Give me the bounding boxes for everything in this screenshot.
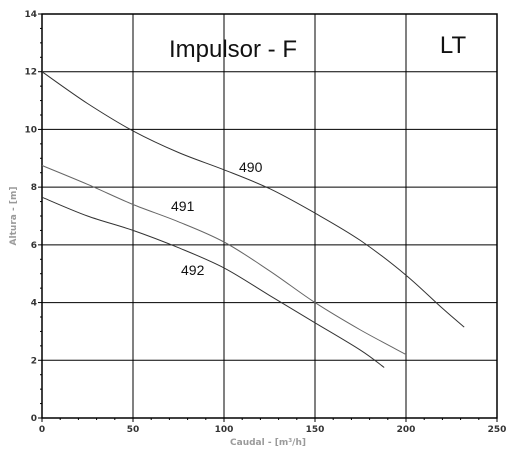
y-tick-label: 10 (24, 125, 37, 135)
x-tick-label: 200 (397, 425, 416, 435)
x-tick-label: 0 (39, 425, 45, 435)
series-line-492 (41, 196, 385, 368)
series-lines (41, 71, 465, 368)
series-label-490: 490 (239, 159, 263, 175)
x-tick-label: 100 (215, 425, 234, 435)
x-tick-label: 150 (306, 425, 325, 435)
y-tick-label: 4 (31, 299, 37, 309)
grid (38, 13, 498, 422)
plot-frame (41, 13, 498, 419)
x-axis-label: Caudal - [m³/h] (230, 438, 306, 448)
series-label-492: 492 (181, 262, 205, 278)
y-tick-label: 6 (31, 241, 37, 251)
series-line-490 (41, 71, 465, 328)
x-tick-label: 250 (488, 425, 507, 435)
y-tick-label: 8 (31, 183, 37, 193)
y-tick-label: 0 (31, 414, 37, 424)
y-tick-label: 12 (24, 68, 37, 78)
series-line-491 (41, 165, 407, 355)
model-annotation: LT (440, 32, 467, 59)
tick-labels: 0 50 100 150 200 250 0 2 4 6 8 10 12 14 (24, 10, 506, 435)
y-tick-label: 14 (24, 10, 37, 20)
y-axis-label: Altura - [m] (9, 187, 19, 246)
x-tick-label: 50 (127, 425, 140, 435)
series-label-491: 491 (171, 198, 195, 214)
y-tick-label: 2 (31, 356, 37, 366)
chart-title: Impulsor - F (169, 36, 297, 63)
